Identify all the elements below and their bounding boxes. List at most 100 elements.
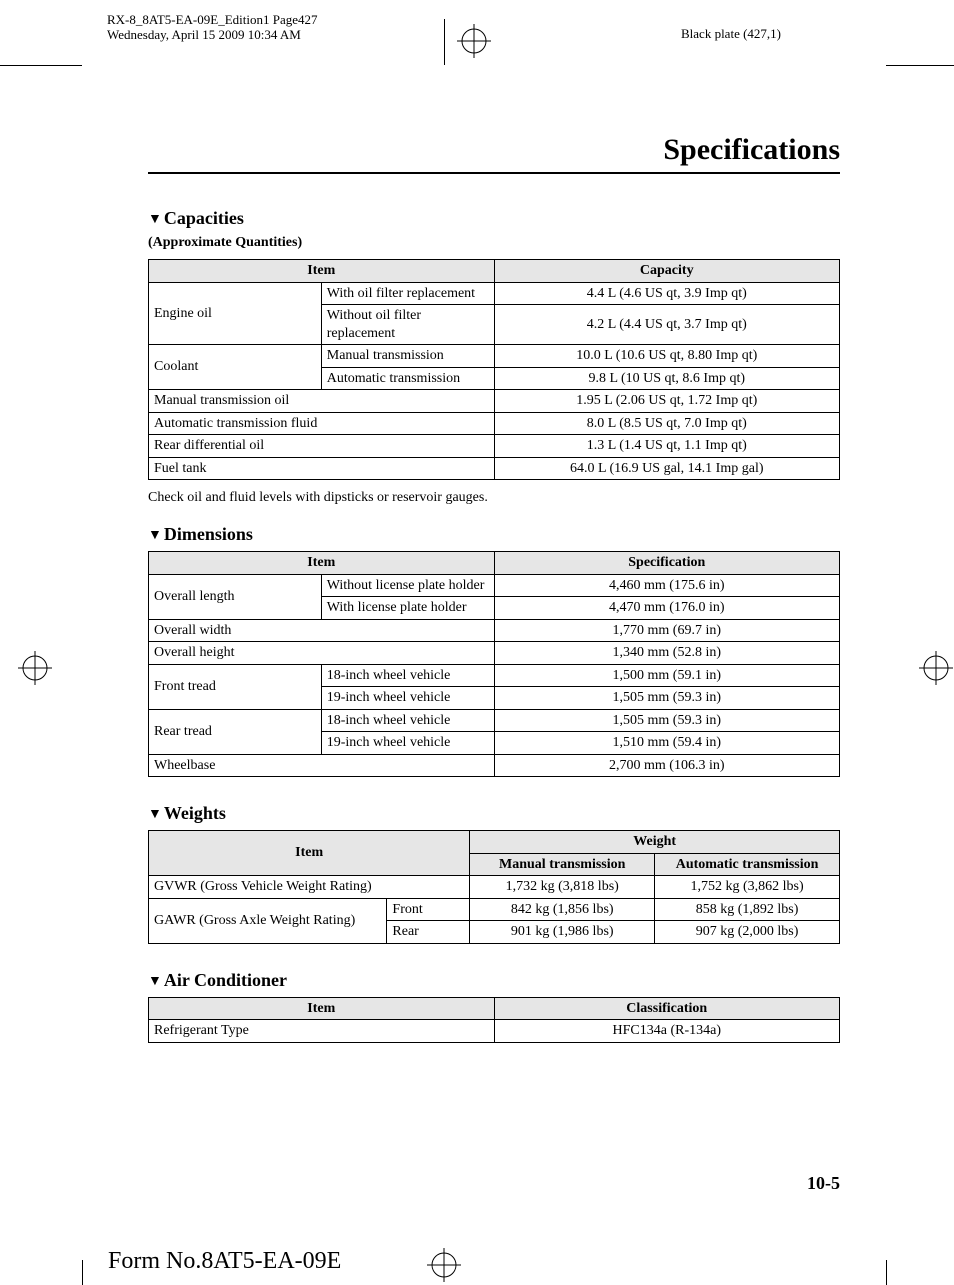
capacities-subheading: (Approximate Quantities)	[148, 235, 840, 251]
cell-value: 1,505 mm (59.3 in)	[494, 709, 840, 732]
cell-subitem: Front	[387, 898, 470, 921]
header-doc-id: RX-8_8AT5-EA-09E_Edition1 Page427	[107, 12, 318, 28]
section-heading-weights: ▼Weights	[148, 803, 840, 824]
cell-subitem: Manual transmission	[321, 345, 494, 368]
cell-subitem: Rear	[387, 921, 470, 944]
cell-value: 1.95 L (2.06 US qt, 1.72 Imp qt)	[494, 390, 840, 413]
header-timestamp: Wednesday, April 15 2009 10:34 AM	[107, 27, 301, 43]
cell-subitem: Without oil filter replacement	[321, 305, 494, 345]
table-row: Rear differential oil 1.3 L (1.4 US qt, …	[149, 435, 840, 458]
cell-subitem: 19-inch wheel vehicle	[321, 687, 494, 710]
heading-text: Capacities	[164, 208, 244, 228]
table-row: Fuel tank 64.0 L (16.9 US gal, 14.1 Imp …	[149, 457, 840, 480]
cell-item: Front tread	[149, 664, 322, 709]
table-row: GAWR (Gross Axle Weight Rating) Front 84…	[149, 898, 840, 921]
cell-value: 858 kg (1,892 lbs)	[655, 898, 840, 921]
table-row: Automatic transmission fluid 8.0 L (8.5 …	[149, 412, 840, 435]
table-row: Wheelbase 2,700 mm (106.3 in)	[149, 754, 840, 777]
table-row: Rear tread 18-inch wheel vehicle 1,505 m…	[149, 709, 840, 732]
col-header-capacity: Capacity	[494, 260, 840, 283]
col-header-weight: Weight	[470, 831, 840, 854]
cell-item: GVWR (Gross Vehicle Weight Rating)	[149, 876, 470, 899]
crop-mark	[82, 1260, 83, 1285]
cell-value: 4.4 L (4.6 US qt, 3.9 Imp qt)	[494, 282, 840, 305]
heading-text: Dimensions	[164, 524, 253, 544]
dimensions-table: Item Specification Overall length Withou…	[148, 551, 840, 777]
cell-value: 1,732 kg (3,818 lbs)	[470, 876, 655, 899]
col-header-item: Item	[149, 552, 495, 575]
cell-value: 4.2 L (4.4 US qt, 3.7 Imp qt)	[494, 305, 840, 345]
weights-table: Item Weight Manual transmission Automati…	[148, 830, 840, 944]
section-heading-capacities: ▼Capacities	[148, 208, 840, 229]
heading-text: Weights	[164, 803, 226, 823]
crop-mark	[886, 65, 954, 66]
table-header-row: Item Classification	[149, 997, 840, 1020]
col-header-spec: Specification	[494, 552, 840, 575]
header-plate-info: Black plate (427,1)	[681, 26, 781, 42]
cell-value: 1,510 mm (59.4 in)	[494, 732, 840, 755]
cell-subitem: 18-inch wheel vehicle	[321, 709, 494, 732]
section-heading-air-conditioner: ▼Air Conditioner	[148, 970, 840, 991]
content-area: ▼Capacities (Approximate Quantities) Ite…	[148, 200, 840, 1043]
triangle-icon: ▼	[148, 807, 162, 823]
capacities-table: Item Capacity Engine oil With oil filter…	[148, 259, 840, 480]
cell-value: 4,460 mm (175.6 in)	[494, 574, 840, 597]
crop-mark	[444, 19, 445, 65]
cell-item: Rear differential oil	[149, 435, 495, 458]
table-row: Overall height 1,340 mm (52.8 in)	[149, 642, 840, 665]
table-header-row: Item Weight	[149, 831, 840, 854]
cell-value: 4,470 mm (176.0 in)	[494, 597, 840, 620]
crop-mark	[886, 1260, 887, 1285]
page-number: 10-5	[807, 1173, 840, 1194]
table-row: Front tread 18-inch wheel vehicle 1,500 …	[149, 664, 840, 687]
cell-item: Engine oil	[149, 282, 322, 345]
cell-subitem: With oil filter replacement	[321, 282, 494, 305]
cell-item: GAWR (Gross Axle Weight Rating)	[149, 898, 387, 943]
cell-value: 842 kg (1,856 lbs)	[470, 898, 655, 921]
cell-item: Rear tread	[149, 709, 322, 754]
table-row: Refrigerant Type HFC134a (R-134a)	[149, 1020, 840, 1043]
table-row: Engine oil With oil filter replacement 4…	[149, 282, 840, 305]
cell-value: 64.0 L (16.9 US gal, 14.1 Imp gal)	[494, 457, 840, 480]
col-header-auto: Automatic transmission	[655, 853, 840, 876]
table-row: Manual transmission oil 1.95 L (2.06 US …	[149, 390, 840, 413]
cell-item: Refrigerant Type	[149, 1020, 495, 1043]
cell-value: 9.8 L (10 US qt, 8.6 Imp qt)	[494, 367, 840, 390]
cell-value: 1,752 kg (3,862 lbs)	[655, 876, 840, 899]
cell-value: 1,770 mm (69.7 in)	[494, 619, 840, 642]
capacities-note: Check oil and fluid levels with dipstick…	[148, 490, 840, 506]
triangle-icon: ▼	[148, 974, 162, 990]
cell-value: 1.3 L (1.4 US qt, 1.1 Imp qt)	[494, 435, 840, 458]
col-header-item: Item	[149, 997, 495, 1020]
cell-item: Overall length	[149, 574, 322, 619]
table-header-row: Item Specification	[149, 552, 840, 575]
cell-item: Overall height	[149, 642, 495, 665]
col-header-item: Item	[149, 831, 470, 876]
col-header-manual: Manual transmission	[470, 853, 655, 876]
cell-value: 1,505 mm (59.3 in)	[494, 687, 840, 710]
cell-item: Manual transmission oil	[149, 390, 495, 413]
table-row: Coolant Manual transmission 10.0 L (10.6…	[149, 345, 840, 368]
triangle-icon: ▼	[148, 212, 162, 228]
cell-item: Overall width	[149, 619, 495, 642]
table-header-row: Item Capacity	[149, 260, 840, 283]
section-heading-dimensions: ▼Dimensions	[148, 524, 840, 545]
cell-subitem: With license plate holder	[321, 597, 494, 620]
cell-value: 1,340 mm (52.8 in)	[494, 642, 840, 665]
crop-mark	[0, 65, 82, 66]
title-divider	[148, 172, 840, 174]
air-conditioner-table: Item Classification Refrigerant Type HFC…	[148, 997, 840, 1043]
cell-subitem: 18-inch wheel vehicle	[321, 664, 494, 687]
cell-value: 8.0 L (8.5 US qt, 7.0 Imp qt)	[494, 412, 840, 435]
cell-subitem: Automatic transmission	[321, 367, 494, 390]
registration-mark-icon	[919, 651, 953, 685]
cell-item: Coolant	[149, 345, 322, 390]
cell-item: Wheelbase	[149, 754, 495, 777]
heading-text: Air Conditioner	[164, 970, 287, 990]
cell-value: 2,700 mm (106.3 in)	[494, 754, 840, 777]
triangle-icon: ▼	[148, 528, 162, 544]
cell-item: Fuel tank	[149, 457, 495, 480]
table-row: Overall length Without license plate hol…	[149, 574, 840, 597]
table-row: Overall width 1,770 mm (69.7 in)	[149, 619, 840, 642]
cell-value: 901 kg (1,986 lbs)	[470, 921, 655, 944]
